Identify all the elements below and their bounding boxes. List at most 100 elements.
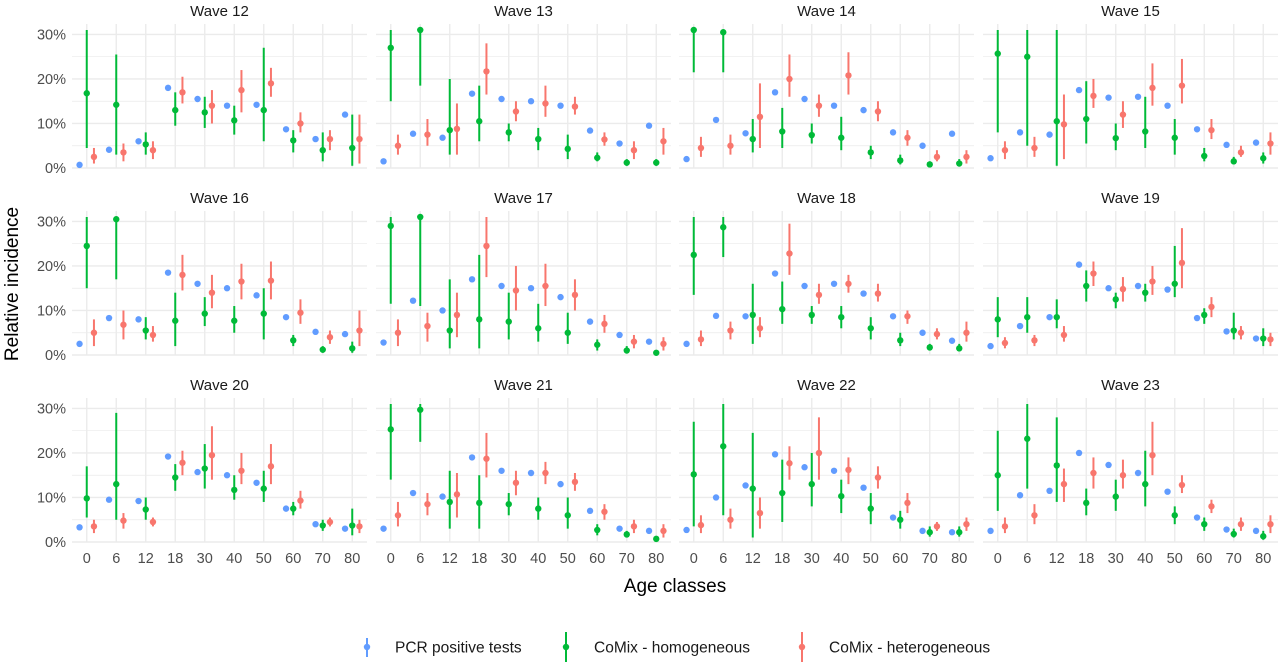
heterogeneous-point xyxy=(326,135,334,143)
pcr-point xyxy=(105,496,113,503)
x-tick-label: 80 xyxy=(951,551,967,567)
homogeneous-point xyxy=(867,505,874,512)
heterogeneous-point xyxy=(1149,451,1156,459)
pcr-point xyxy=(164,453,172,460)
homogeneous-point xyxy=(994,316,1001,323)
x-tick-label: 6 xyxy=(1023,551,1031,567)
panel-background xyxy=(983,398,1278,542)
homogeneous-point xyxy=(926,344,933,351)
heterogeneous-point xyxy=(786,460,793,467)
heterogeneous-point xyxy=(1237,520,1245,528)
pcr-point xyxy=(312,135,319,143)
homogeneous-point xyxy=(1260,533,1267,540)
homogeneous-point xyxy=(1230,158,1237,165)
heterogeneous-point xyxy=(238,467,245,474)
heterogeneous-point xyxy=(1208,303,1215,311)
pcr-point xyxy=(645,122,653,129)
homogeneous-point xyxy=(1260,155,1267,162)
pcr-point xyxy=(409,130,417,137)
heterogeneous-point xyxy=(542,100,549,107)
heterogeneous-point xyxy=(512,108,520,115)
pcr-point xyxy=(1016,322,1024,330)
heterogeneous-point xyxy=(874,474,882,481)
homogeneous-point xyxy=(1024,313,1031,321)
homogeneous-point xyxy=(749,485,756,492)
y-tick-label: 0% xyxy=(45,348,66,364)
homogeneous-point xyxy=(142,327,149,334)
heterogeneous-point xyxy=(1090,469,1097,477)
heterogeneous-point xyxy=(1060,121,1068,128)
x-tick-label: 6 xyxy=(416,551,424,567)
pcr-point xyxy=(341,525,349,532)
heterogeneous-point xyxy=(845,72,852,79)
heterogeneous-point xyxy=(179,89,186,96)
heterogeneous-point xyxy=(756,325,764,332)
heterogeneous-point xyxy=(238,86,245,94)
pcr-point xyxy=(223,102,231,109)
heterogeneous-point xyxy=(1237,149,1245,156)
heterogeneous-point xyxy=(149,146,157,154)
x-tick-label: 18 xyxy=(471,551,487,567)
panel-background xyxy=(376,398,671,542)
x-tick-label: 40 xyxy=(530,551,546,567)
heterogeneous-point xyxy=(356,327,363,334)
pcr-point xyxy=(860,106,867,114)
pcr-point xyxy=(380,158,387,165)
pcr-point xyxy=(830,467,838,474)
heterogeneous-point xyxy=(727,516,734,523)
legend-key-pcr xyxy=(363,638,371,657)
homogeneous-point xyxy=(113,216,120,223)
homogeneous-point xyxy=(535,505,542,512)
pcr-point xyxy=(527,469,535,477)
homogeneous-point xyxy=(260,485,267,492)
pcr-point xyxy=(987,342,994,350)
heterogeneous-point xyxy=(453,491,461,498)
homogeneous-point xyxy=(720,29,727,36)
homogeneous-point xyxy=(1053,462,1060,469)
heterogeneous-point xyxy=(267,277,275,284)
pcr-point xyxy=(1075,261,1083,268)
heterogeneous-point xyxy=(1001,146,1009,154)
homogeneous-point xyxy=(653,535,660,543)
homogeneous-point xyxy=(319,346,326,353)
heterogeneous-point xyxy=(297,497,304,504)
pcr-point xyxy=(76,161,83,169)
pcr-point xyxy=(1223,328,1230,335)
pcr-point xyxy=(683,155,690,163)
legend-label-heterogeneous: CoMix - heterogeneous xyxy=(829,640,990,657)
pcr-point xyxy=(380,339,387,346)
heterogeneous-point xyxy=(326,518,334,526)
heterogeneous-point xyxy=(120,517,127,524)
panel-background xyxy=(72,398,367,542)
pcr-point xyxy=(105,146,113,153)
heterogeneous-point xyxy=(571,478,579,486)
heterogeneous-point xyxy=(267,463,275,470)
homogeneous-point xyxy=(260,310,267,317)
homogeneous-point xyxy=(779,305,786,313)
pcr-point xyxy=(439,493,446,500)
x-tick-label: 70 xyxy=(315,551,331,567)
pcr-point xyxy=(468,454,476,461)
pcr-point xyxy=(1046,313,1053,321)
heterogeneous-point xyxy=(601,508,608,515)
heterogeneous-point xyxy=(630,523,638,530)
pcr-point xyxy=(1105,285,1112,292)
heterogeneous-point xyxy=(756,113,764,121)
heterogeneous-point xyxy=(1119,111,1127,118)
pcr-point xyxy=(987,155,994,162)
heterogeneous-point xyxy=(1267,140,1274,147)
x-tick-label: 12 xyxy=(1049,551,1065,567)
pcr-point xyxy=(889,129,897,136)
heterogeneous-point xyxy=(1208,503,1215,510)
homogeneous-point xyxy=(446,327,453,334)
pcr-point xyxy=(771,451,779,458)
pcr-point xyxy=(253,292,260,299)
x-tick-label: 50 xyxy=(256,551,272,567)
heterogeneous-point xyxy=(120,149,127,156)
pcr-point xyxy=(1223,526,1230,533)
pcr-point xyxy=(527,285,535,292)
heterogeneous-point xyxy=(1149,84,1156,92)
homogeneous-point xyxy=(690,251,697,259)
heterogeneous-point xyxy=(571,291,579,299)
heterogeneous-point xyxy=(1001,339,1009,347)
